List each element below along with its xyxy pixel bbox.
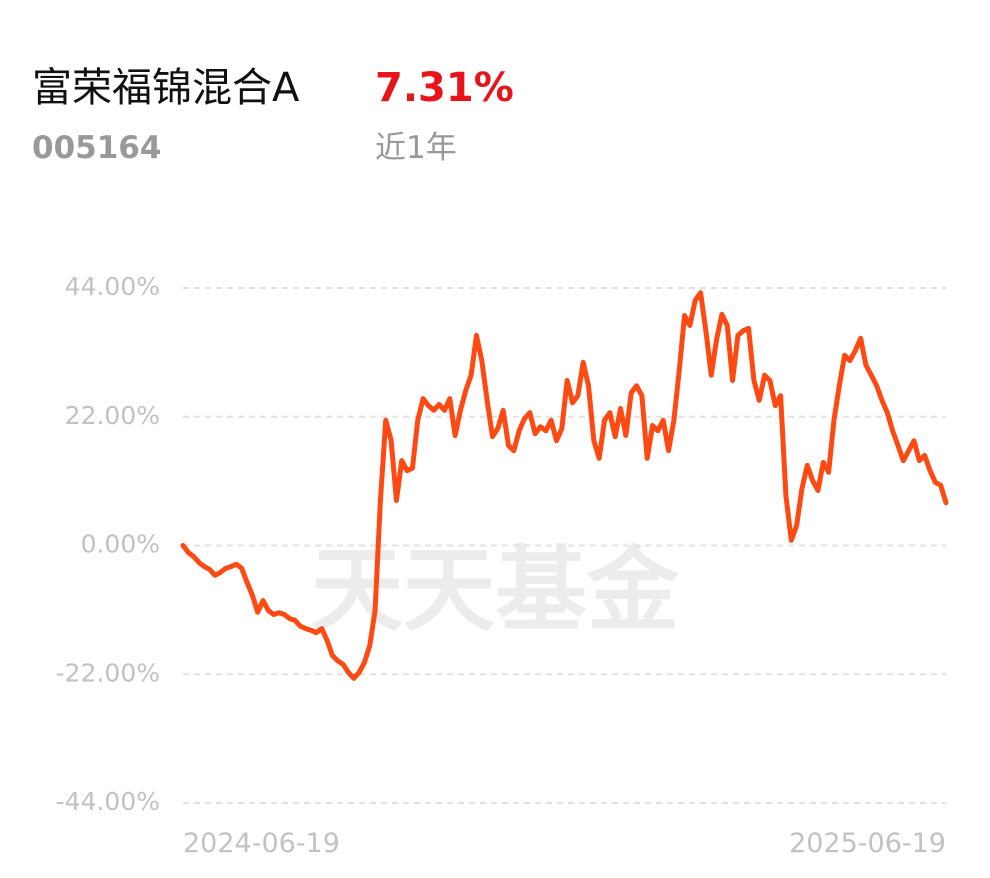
plot-area: 44.00% 22.00% 0.00% -22.00% -44.00% 2024-06-1… (56, 272, 949, 859)
fund-name: 富荣福锦混合A (32, 65, 300, 111)
y-tick-label: 0.00% (81, 530, 160, 559)
y-tick-label: -44.00% (56, 787, 160, 816)
y-tick-label: 44.00% (65, 272, 160, 301)
y-tick-label: 22.00% (65, 401, 160, 430)
fund-code: 005164 (32, 130, 161, 166)
x-tick-label: 2024-06-19 (183, 828, 340, 859)
x-tick-label: 2025-06-19 (789, 828, 946, 859)
watermark: 天天基金 (311, 536, 680, 644)
period-label: 近1年 (375, 130, 457, 166)
return-line (180, 290, 949, 681)
return-value: 7.31% (375, 65, 514, 111)
y-tick-label: -22.00% (56, 658, 160, 687)
